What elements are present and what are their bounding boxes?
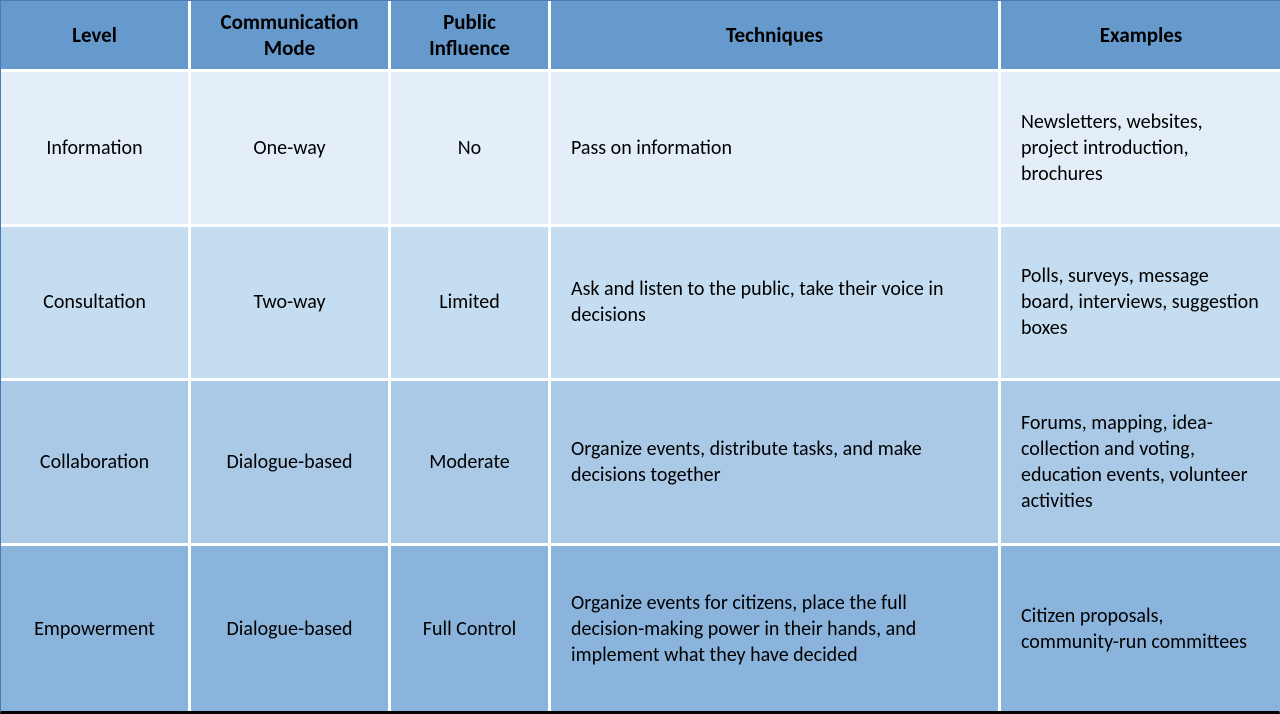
- cell-techniques: Ask and listen to the public, take their…: [551, 227, 1001, 382]
- cell-level: Information: [1, 72, 191, 227]
- cell-influence: Full Control: [391, 546, 551, 711]
- cell-influence: No: [391, 72, 551, 227]
- header-techniques: Techniques: [551, 1, 1001, 72]
- table-row: Information One-way No Pass on informati…: [1, 72, 1280, 227]
- cell-mode: Dialogue-based: [191, 546, 391, 711]
- cell-influence: Limited: [391, 227, 551, 382]
- table-row: Consultation Two-way Limited Ask and lis…: [1, 227, 1280, 382]
- cell-influence: Moderate: [391, 381, 551, 546]
- cell-mode: Two-way: [191, 227, 391, 382]
- cell-techniques: Organize events for citizens, place the …: [551, 546, 1001, 711]
- cell-mode: One-way: [191, 72, 391, 227]
- cell-level: Consultation: [1, 227, 191, 382]
- cell-techniques: Organize events, distribute tasks, and m…: [551, 381, 1001, 546]
- header-row: Level Communication Mode Public Influenc…: [1, 1, 1280, 72]
- table-row: Empowerment Dialogue-based Full Control …: [1, 546, 1280, 711]
- cell-examples: Citizen proposals, community-run committ…: [1001, 546, 1280, 711]
- table-header: Level Communication Mode Public Influenc…: [1, 1, 1280, 72]
- table-body: Information One-way No Pass on informati…: [1, 72, 1280, 711]
- participation-table: Level Communication Mode Public Influenc…: [1, 1, 1280, 711]
- cell-examples: Polls, surveys, message board, interview…: [1001, 227, 1280, 382]
- cell-level: Empowerment: [1, 546, 191, 711]
- cell-techniques: Pass on information: [551, 72, 1001, 227]
- header-level: Level: [1, 1, 191, 72]
- participation-table-container: Level Communication Mode Public Influenc…: [0, 0, 1280, 714]
- cell-mode: Dialogue-based: [191, 381, 391, 546]
- cell-level: Collaboration: [1, 381, 191, 546]
- header-mode: Communication Mode: [191, 1, 391, 72]
- cell-examples: Newsletters, websites, project introduct…: [1001, 72, 1280, 227]
- header-examples: Examples: [1001, 1, 1280, 72]
- header-influence: Public Influence: [391, 1, 551, 72]
- cell-examples: Forums, mapping, idea-collection and vot…: [1001, 381, 1280, 546]
- table-row: Collaboration Dialogue-based Moderate Or…: [1, 381, 1280, 546]
